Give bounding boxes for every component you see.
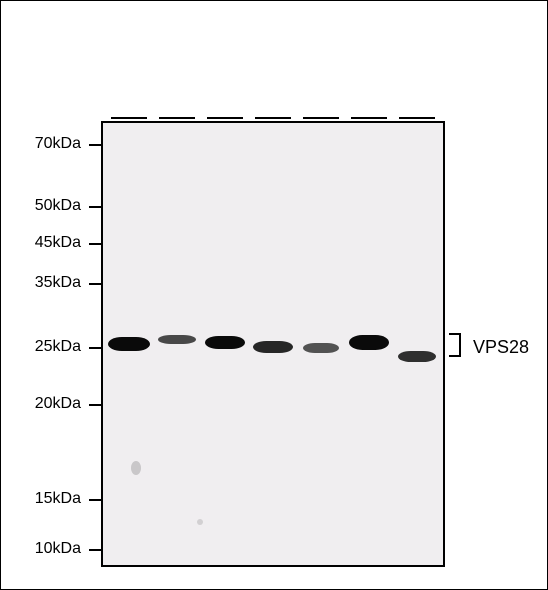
mw-label: 70kDa (11, 135, 81, 153)
mw-label: 35kDa (11, 274, 81, 292)
lane-underline (255, 117, 291, 119)
mw-label: 50kDa (11, 197, 81, 215)
mw-tick (89, 144, 101, 146)
mw-label: 10kDa (11, 540, 81, 558)
mw-label: 20kDa (11, 395, 81, 413)
lane-underline (351, 117, 387, 119)
lane-underline (111, 117, 147, 119)
background-spot (197, 519, 203, 525)
mw-tick (89, 347, 101, 349)
protein-band (303, 343, 339, 353)
mw-label: 45kDa (11, 234, 81, 252)
protein-band (253, 341, 293, 353)
mw-tick (89, 404, 101, 406)
protein-band (398, 351, 436, 362)
protein-band (158, 335, 196, 344)
background-spot (131, 461, 141, 475)
protein-bracket (449, 333, 461, 357)
mw-tick (89, 549, 101, 551)
protein-band (349, 335, 389, 350)
lane-underline (159, 117, 195, 119)
protein-band (205, 336, 245, 349)
lane-underline (207, 117, 243, 119)
lane-labels-group: THP-1Mouse lungMouse brainMouse kidneyRa… (1, 1, 547, 121)
protein-band (108, 337, 150, 351)
mw-label: 15kDa (11, 490, 81, 508)
mw-tick (89, 499, 101, 501)
mw-label: 25kDa (11, 338, 81, 356)
lane-underline (399, 117, 435, 119)
figure-container: THP-1Mouse lungMouse brainMouse kidneyRa… (0, 0, 548, 590)
mw-tick (89, 206, 101, 208)
mw-tick (89, 283, 101, 285)
mw-tick (89, 243, 101, 245)
protein-label: VPS28 (473, 337, 529, 358)
lane-underline (303, 117, 339, 119)
